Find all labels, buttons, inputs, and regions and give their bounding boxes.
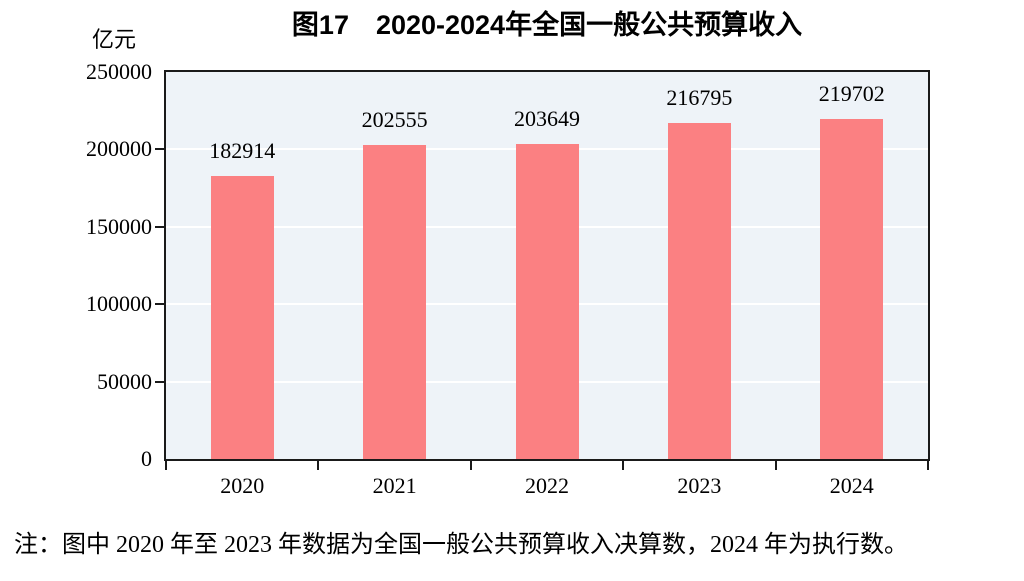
x-axis-tick-label: 2023	[677, 473, 722, 498]
y-axis-tick-label: 200000	[86, 136, 152, 162]
bar-2024	[820, 118, 884, 459]
bar-2020	[210, 175, 274, 459]
bar-value-label: 219702	[818, 80, 885, 106]
x-axis-tick-mark	[469, 459, 472, 470]
bar-value-label: 202555	[361, 107, 428, 133]
bar-2022	[515, 143, 579, 459]
y-axis-tick-label: 0	[141, 446, 152, 471]
bar-2021	[363, 145, 427, 459]
bar-value-label: 203649	[514, 105, 580, 131]
y-axis-tick-label: 100000	[86, 291, 152, 317]
bar-2023	[667, 123, 731, 459]
x-axis-tick-label: 2022	[524, 473, 569, 498]
plot-area	[164, 70, 930, 461]
x-axis-tick-label: 2021	[372, 473, 417, 498]
y-axis-tick-label: 250000	[86, 59, 152, 84]
x-axis-tick-label: 2024	[829, 473, 874, 498]
x-axis-tick-mark	[927, 459, 929, 470]
y-axis-tick-label: 50000	[97, 368, 152, 394]
x-axis-tick-mark	[774, 459, 777, 470]
y-axis-tick-mark	[155, 380, 166, 383]
bar-value-label: 182914	[209, 137, 276, 163]
y-axis-tick-mark	[155, 225, 166, 228]
x-axis-tick-mark	[317, 459, 320, 470]
y-axis-tick-label: 150000	[86, 213, 152, 239]
x-axis-tick-label: 2020	[220, 473, 265, 498]
x-axis-tick-mark	[622, 459, 625, 470]
y-axis-tick-mark	[155, 303, 166, 306]
y-axis-tick-mark	[155, 148, 166, 151]
y-axis-unit-label: 亿元	[92, 27, 137, 52]
bar-value-label: 216795	[666, 85, 733, 111]
footnote: 注：图中 2020 年至 2023 年数据为全国一般公共预算收入决算数，2024…	[14, 532, 908, 558]
x-axis-tick-mark	[165, 459, 167, 470]
chart-title: 图17 2020-2024年全国一般公共预算收入	[291, 10, 803, 40]
